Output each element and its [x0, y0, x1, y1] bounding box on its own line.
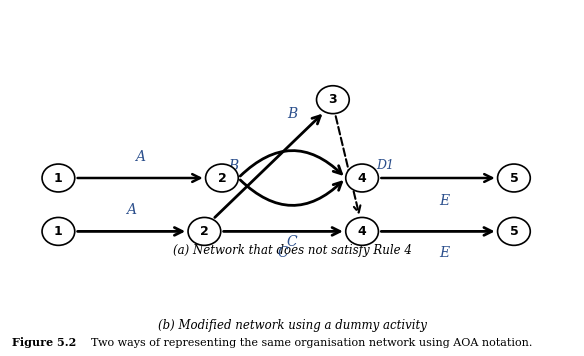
- Ellipse shape: [317, 86, 349, 114]
- Ellipse shape: [206, 164, 238, 192]
- Ellipse shape: [346, 218, 378, 245]
- Text: A: A: [135, 150, 145, 164]
- Text: Figure 5.2  Two ways of representing the same organisation network using AOA not: Figure 5.2 Two ways of representing the …: [12, 338, 519, 348]
- Text: Figure 5.2: Figure 5.2: [12, 337, 76, 348]
- Text: (a) Network that does not satisfy Rule 4: (a) Network that does not satisfy Rule 4: [172, 245, 412, 257]
- Text: 5: 5: [510, 172, 518, 184]
- Text: Two ways of representing the same organisation network using AOA notation.: Two ways of representing the same organi…: [91, 338, 532, 348]
- Text: 2: 2: [218, 172, 226, 184]
- Text: E: E: [439, 246, 449, 260]
- Text: B: B: [287, 107, 297, 121]
- Text: B: B: [228, 158, 239, 173]
- Text: 4: 4: [358, 172, 366, 184]
- Ellipse shape: [498, 218, 530, 245]
- Ellipse shape: [42, 218, 75, 245]
- Text: 2: 2: [200, 225, 208, 238]
- Text: (b) Modified network using a dummy activity: (b) Modified network using a dummy activ…: [158, 319, 426, 332]
- Text: A: A: [126, 203, 137, 217]
- Text: 1: 1: [54, 172, 62, 184]
- Ellipse shape: [498, 164, 530, 192]
- Text: 5: 5: [510, 225, 518, 238]
- Text: E: E: [439, 194, 449, 208]
- Text: 1: 1: [54, 225, 62, 238]
- Text: 3: 3: [329, 93, 337, 106]
- Ellipse shape: [346, 164, 378, 192]
- Ellipse shape: [188, 218, 221, 245]
- Text: C: C: [287, 235, 297, 249]
- Text: 4: 4: [358, 225, 366, 238]
- Ellipse shape: [42, 164, 75, 192]
- Text: D1: D1: [377, 159, 395, 172]
- Text: C: C: [278, 246, 288, 260]
